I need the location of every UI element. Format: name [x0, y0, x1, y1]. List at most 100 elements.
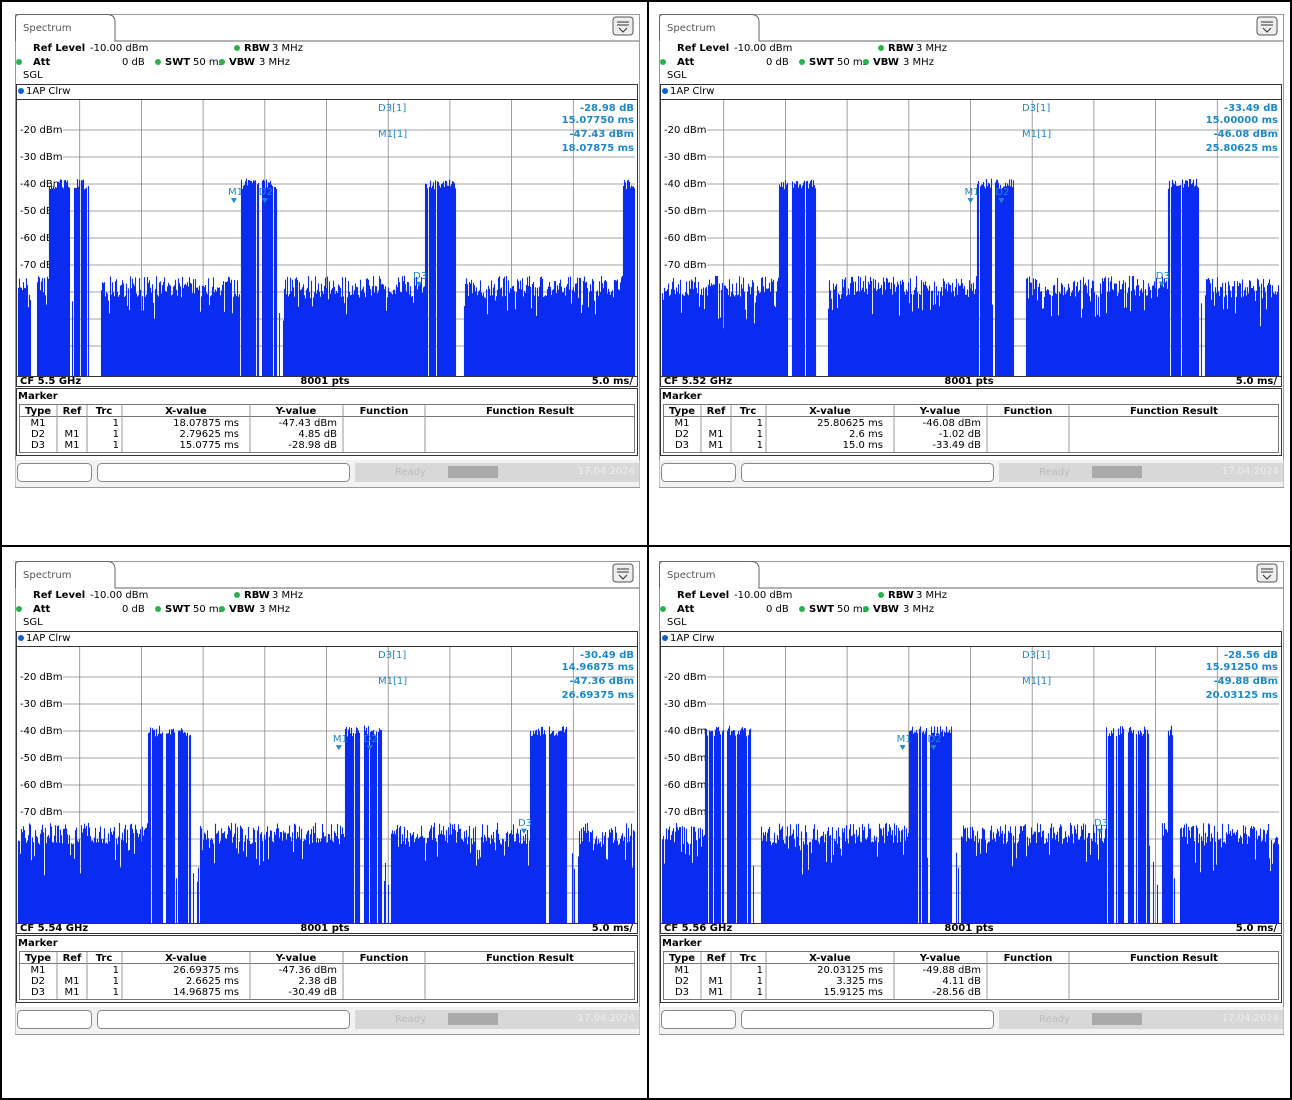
marker-label: D3 — [1094, 818, 1108, 829]
status-dot — [799, 59, 805, 65]
cell-y: -1.02 dB — [939, 429, 981, 440]
setting-value: 0 dB — [766, 604, 789, 615]
cell-type: D3 — [675, 440, 689, 451]
setting-label: SWT — [165, 57, 190, 68]
cell-y: -33.49 dB — [932, 440, 981, 451]
cell-trc: 1 — [757, 987, 763, 998]
column-header: X-value — [165, 406, 207, 417]
status-box[interactable] — [18, 464, 92, 482]
center-frequency: CF 5.54 GHz — [20, 923, 88, 934]
cell-trc: 1 — [757, 429, 763, 440]
column-header: Type — [25, 406, 51, 417]
setting-label: SWT — [165, 604, 190, 615]
column-header: X-value — [165, 953, 207, 964]
status-box[interactable] — [662, 1011, 736, 1029]
cell-y: -46.08 dBm — [923, 418, 981, 429]
cell-x: 18.07875 ms — [173, 418, 239, 429]
sweep-points: 8001 pts — [300, 376, 349, 387]
status-box[interactable] — [98, 464, 350, 482]
status-box[interactable] — [18, 1011, 92, 1029]
cell-trc: 1 — [113, 440, 119, 451]
cell-ref: M1 — [65, 429, 80, 440]
column-header: Y-value — [919, 953, 961, 964]
time-per-div: 5.0 ms/ — [592, 923, 634, 934]
status-box[interactable] — [742, 464, 994, 482]
tab-label: Spectrum — [667, 570, 715, 581]
readout-value: 25.80625 ms — [1206, 143, 1278, 154]
progress-icon — [1092, 1013, 1142, 1025]
cell-x: 20.03125 ms — [817, 965, 883, 976]
cell-trc: 1 — [757, 976, 763, 987]
readout-name: D3[1] — [1022, 103, 1050, 114]
spectrum-screenshot: SpectrumRef Level-10.00 dBmRBW3 MHzAtt0 … — [659, 14, 1284, 488]
status-text: Ready — [395, 467, 426, 478]
setting-label: RBW — [244, 43, 270, 54]
cell-x: 14.96875 ms — [173, 987, 239, 998]
readout-value: -49.88 dBm — [1214, 676, 1278, 687]
y-axis-label: -70 dBm — [664, 260, 706, 271]
center-frequency: CF 5.52 GHz — [664, 376, 732, 387]
cell-trc: 1 — [113, 987, 119, 998]
cell-x: 2.6 ms — [849, 429, 883, 440]
status-date: 17.04.2024 — [578, 466, 635, 477]
cell-type: D2 — [31, 429, 45, 440]
column-header: Function — [1004, 953, 1053, 964]
setting-label: RBW — [888, 43, 914, 54]
readout-name: D3[1] — [1022, 650, 1050, 661]
column-header: Trc — [96, 406, 113, 417]
y-axis-label: -50 dBm — [20, 753, 62, 764]
readout-value: -47.36 dBm — [570, 676, 634, 687]
column-header: Trc — [740, 953, 757, 964]
cell-x: 15.0 ms — [843, 440, 883, 451]
column-header: Trc — [96, 953, 113, 964]
setting-value: 0 dB — [122, 57, 145, 68]
column-header: Y-value — [275, 953, 317, 964]
readout-name: M1[1] — [378, 676, 407, 687]
status-dot — [155, 606, 161, 612]
status-box[interactable] — [742, 1011, 994, 1029]
y-axis-label: -60 dBm — [664, 233, 706, 244]
readout-value: 20.03125 ms — [1206, 690, 1278, 701]
cell-y: -47.43 dBm — [279, 418, 337, 429]
setting-value: 0 dB — [122, 604, 145, 615]
marker-label: M1 — [965, 187, 980, 198]
cell-trc: 1 — [757, 440, 763, 451]
column-header: Trc — [740, 406, 757, 417]
trace-dot — [18, 635, 24, 641]
sweep-mode: SGL — [23, 617, 43, 628]
setting-value: 3 MHz — [259, 57, 290, 68]
cell-trc: 1 — [113, 429, 119, 440]
column-header: Y-value — [919, 406, 961, 417]
setting-label: Ref Level — [677, 43, 729, 54]
cell-type: D2 — [31, 976, 45, 987]
spectrum-screenshot: SpectrumRef Level-10.00 dBmRBW3 MHzAtt0 … — [15, 561, 640, 1035]
cell-y: -49.88 dBm — [923, 965, 981, 976]
status-box[interactable] — [662, 464, 736, 482]
marker-title: Marker — [18, 391, 58, 402]
y-axis-label: -20 dBm — [664, 125, 706, 136]
y-axis-label: -20 dBm — [20, 672, 62, 683]
y-axis-label: -70 dBm — [20, 807, 62, 818]
setting-value: -10.00 dBm — [734, 590, 792, 601]
readout-value: 14.96875 ms — [562, 662, 634, 673]
column-header: Function Result — [486, 406, 574, 417]
status-dot — [234, 45, 240, 51]
setting-value: 3 MHz — [259, 604, 290, 615]
readout-name: D3[1] — [378, 103, 406, 114]
cell: EHT40 Channel Loading: 17.33%SpectrumRef… — [649, 0, 1290, 545]
marker-title: Marker — [662, 391, 702, 402]
trace-label: 1AP Clrw — [26, 86, 70, 97]
setting-label: RBW — [244, 590, 270, 601]
sweep-mode: SGL — [667, 617, 687, 628]
status-box[interactable] — [98, 1011, 350, 1029]
column-header: X-value — [809, 406, 851, 417]
setting-value: 3 MHz — [916, 590, 947, 601]
marker-label: M1 — [228, 187, 243, 198]
cell-y: 2.38 dB — [298, 976, 337, 987]
readout-value: -30.49 dB — [580, 650, 634, 661]
readout-name: M1[1] — [1022, 676, 1051, 687]
setting-value: 3 MHz — [903, 604, 934, 615]
setting-label: Ref Level — [33, 590, 85, 601]
y-axis-label: -40 dBm — [664, 179, 706, 190]
status-dot — [863, 59, 869, 65]
